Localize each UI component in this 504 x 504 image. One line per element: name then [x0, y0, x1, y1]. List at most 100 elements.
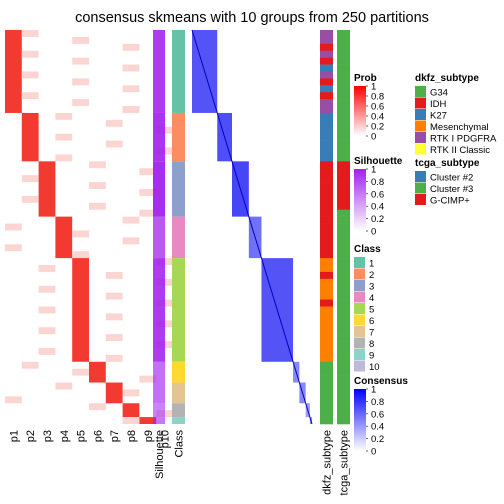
prob-minor-cell [38, 306, 56, 314]
legend-label-class: 4 [369, 293, 374, 304]
dkfz-cell [320, 341, 333, 349]
class-track-label: Class [174, 430, 186, 458]
consensus-heatmap [191, 29, 313, 425]
prob-minor-cell [55, 133, 73, 141]
tcga-cell [337, 237, 350, 245]
dkfz-cell [320, 396, 333, 404]
dkfz-track-label: dkfz_subtype [322, 430, 334, 495]
prob-block-class-6 [89, 361, 106, 383]
dkfz-cell [320, 64, 333, 72]
dkfz-cell [320, 43, 333, 52]
column-label-p5: p5 [76, 430, 88, 442]
dkfz-cell [320, 36, 333, 45]
legend-colorbar-prob [354, 86, 366, 136]
legend-swatch-class [354, 349, 365, 360]
prob-minor-cell [38, 327, 56, 335]
silhouette-bar-class-9 [153, 417, 165, 424]
tcga-cell [337, 375, 350, 383]
prob-minor-cell [122, 43, 140, 51]
silhouette-bar-class-2 [153, 112, 165, 162]
silhouette-bar-class-6 [153, 361, 165, 383]
prob-minor-cell [21, 30, 39, 37]
dkfz-cell [320, 382, 333, 390]
tcga-cell [337, 278, 350, 287]
silhouette-bar-class-3 [153, 161, 165, 217]
prob-minor-cell [21, 92, 39, 100]
prob-minor-cell [122, 85, 140, 93]
prob-minor-cell [72, 251, 89, 259]
legend-label-class: 3 [369, 282, 374, 293]
prob-minor-cell [105, 334, 123, 342]
prob-minor-cell [38, 285, 56, 293]
prob-minor-cell [105, 354, 123, 362]
tcga-cell [337, 396, 350, 404]
prob-minor-cell [89, 202, 106, 210]
dkfz-cell [320, 209, 333, 217]
tcga-cell [337, 417, 350, 425]
prob-minor-cell [55, 382, 73, 390]
tcga-cell [337, 126, 350, 134]
tcga-cell [337, 230, 350, 238]
tcga-cell [337, 403, 350, 411]
dkfz-cell [320, 216, 333, 224]
tcga-cell [337, 168, 350, 176]
legend-swatch-class [354, 303, 365, 314]
dkfz-cell [320, 112, 333, 121]
tcga-cell [337, 341, 350, 349]
prob-minor-cell [72, 99, 89, 107]
tcga-cell [337, 188, 350, 197]
dkfz-cell [320, 188, 333, 197]
class-bar-9 [172, 417, 185, 424]
legend-swatch-tcga [415, 194, 426, 205]
tcga-cell [337, 354, 350, 363]
prob-minor-cell [5, 223, 22, 231]
tcga-cell [337, 182, 350, 190]
dkfz-cell [320, 202, 333, 211]
tcga-cell [337, 299, 350, 307]
legend-tick-label-consensus: 0.2 [371, 434, 384, 445]
tcga-cell [337, 285, 350, 293]
legend-title-tcga: tcga_subtype [415, 158, 480, 169]
column-label-p6: p6 [92, 430, 104, 442]
silhouette-bar-class-5 [153, 258, 165, 362]
legend-swatch-dkfz [415, 109, 426, 120]
dkfz-cell [320, 292, 333, 300]
legend-label-dkfz: G34 [430, 88, 448, 99]
prob-minor-cell [139, 375, 157, 383]
prob-minor-cell [89, 182, 106, 189]
legend-swatch-class [354, 268, 365, 280]
legend-label-dkfz: RTK I PDGFRA [430, 134, 497, 145]
tcga-cell [337, 327, 350, 335]
chart-title: consensus skmeans with 10 groups from 25… [75, 10, 429, 26]
class-bar-8 [172, 403, 185, 418]
prob-minor-cell [21, 361, 39, 369]
prob-minor-cell [105, 140, 123, 148]
legend-label-tcga: Cluster #2 [430, 173, 473, 184]
prob-minor-cell [89, 161, 106, 169]
tcga-cell [337, 265, 350, 273]
class-bar-3 [172, 161, 185, 217]
legend-tick-label-silhouette: 0.4 [371, 202, 384, 213]
dkfz-cell [320, 195, 333, 204]
dkfz-cell [320, 354, 333, 363]
silhouette-bar-class-7 [153, 382, 165, 404]
prob-minor-cell [72, 368, 89, 376]
tcga-cell [337, 99, 350, 107]
legend-tick-label-silhouette: 0.6 [371, 189, 384, 200]
dkfz-cell [320, 410, 333, 418]
dkfz-cell [320, 106, 333, 114]
dkfz-cell [320, 230, 333, 238]
prob-block-class-8 [122, 403, 140, 418]
legend-tick-label-consensus: 0.6 [371, 409, 384, 420]
dkfz-cell [320, 30, 333, 38]
dkfz-cell [320, 306, 333, 314]
legend-swatch-dkfz [415, 97, 426, 109]
dkfz-cell [320, 140, 333, 148]
silhouette-bar-class-1 [153, 30, 165, 113]
dkfz-cell [320, 258, 333, 266]
dkfz-cell [320, 92, 333, 100]
prob-minor-cell [21, 71, 39, 79]
tcga-cell [337, 78, 350, 86]
prob-minor-cell [139, 188, 157, 196]
